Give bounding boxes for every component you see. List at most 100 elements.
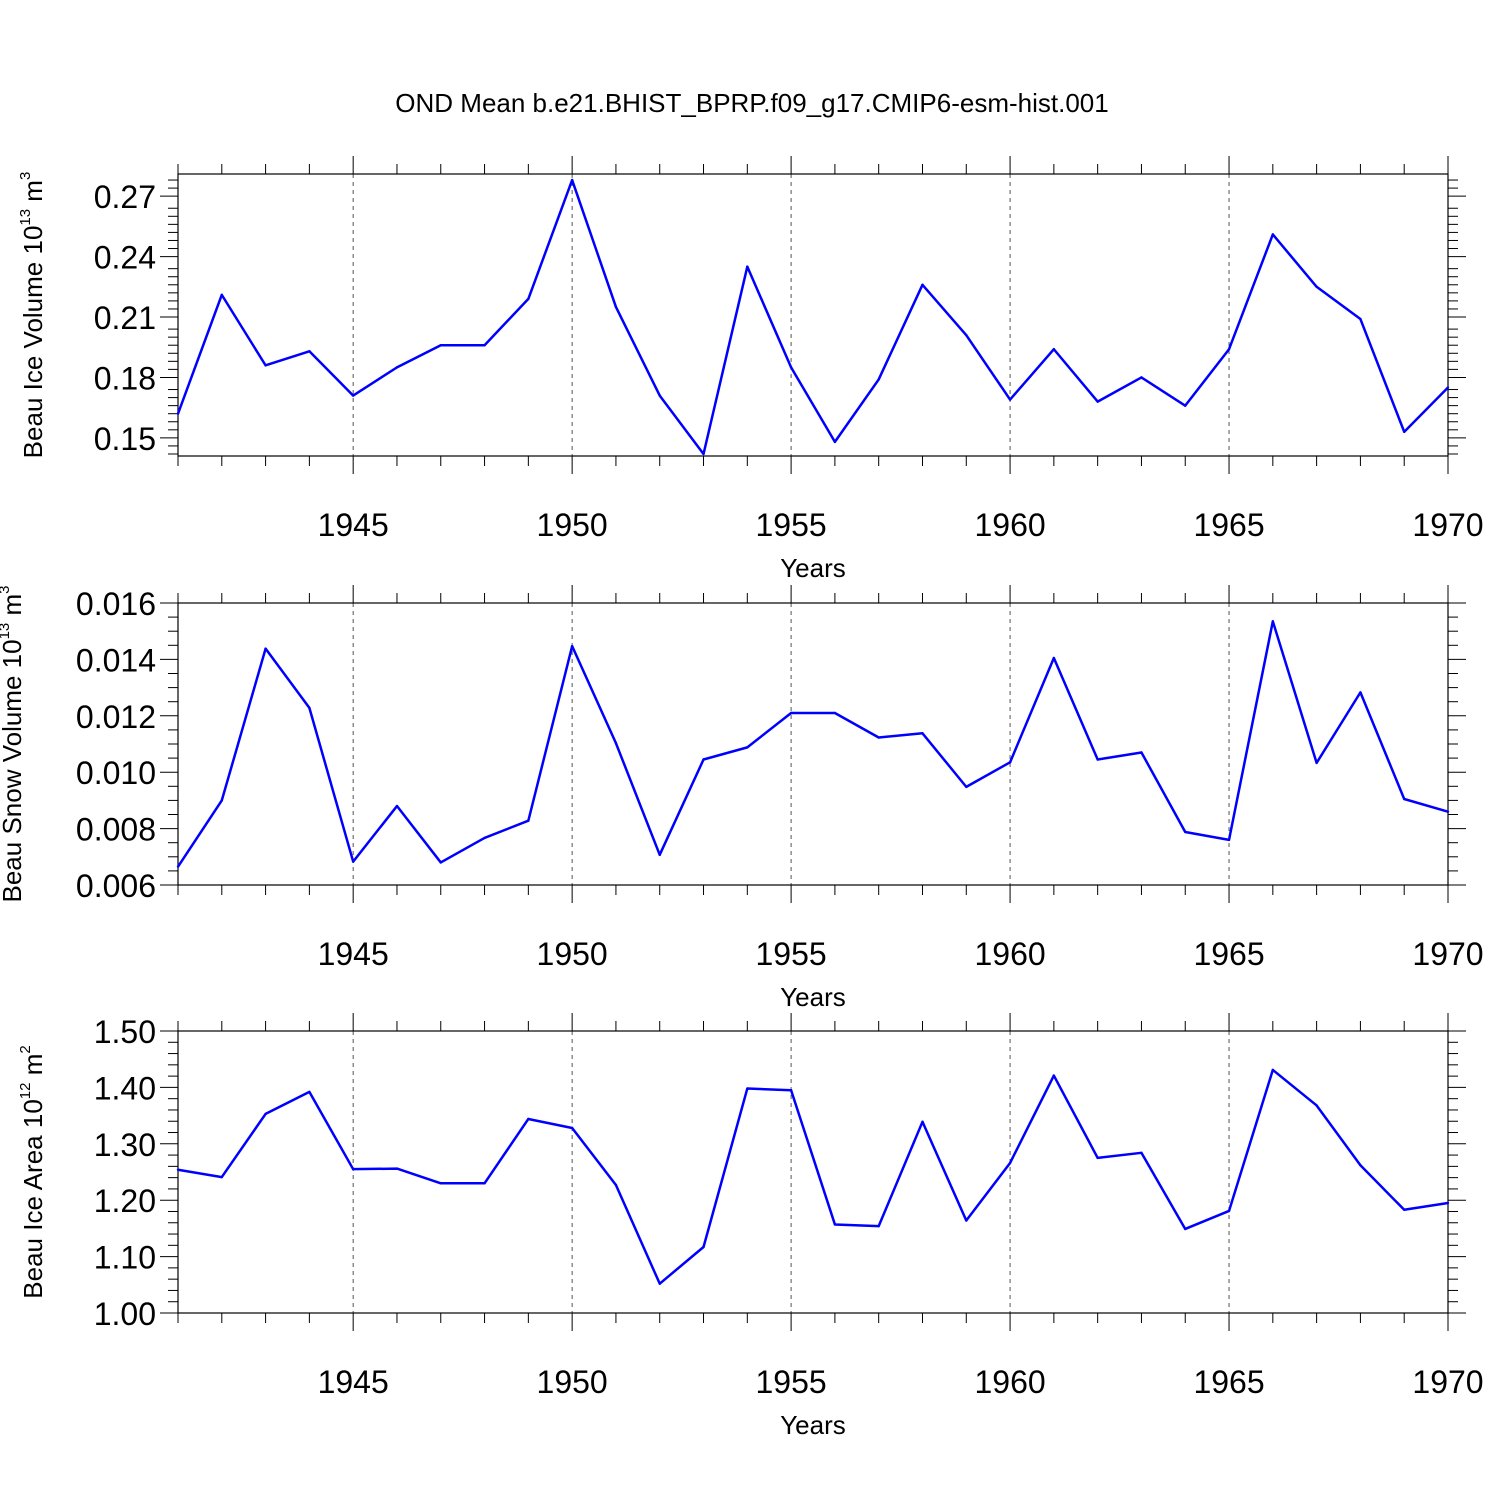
data-point (965, 1219, 968, 1222)
y-tick-label: 1.40 (94, 1070, 156, 1106)
data-point (1184, 1227, 1187, 1231)
data-point (527, 819, 530, 822)
panels: 0.15 0.18 0.21 0.24 0.27 1945 1950 1955 1960 1965… (0, 156, 1484, 1440)
data-point (527, 297, 530, 301)
y-tick-label: 1.50 (94, 1014, 156, 1050)
data-point (570, 1126, 574, 1130)
chart-title: OND Mean b.e21.BHIST_BPRP.f09_g17.CMIP6-… (395, 88, 1108, 118)
x-tick-label: 1955 (756, 507, 827, 543)
data-point (351, 1167, 355, 1171)
data-point (789, 1089, 793, 1092)
data-point (921, 283, 924, 286)
y-axis-label: Beau Snow Volume 1013 m3 (0, 586, 27, 903)
x-tick-label: 1950 (537, 1364, 608, 1400)
panel-1: 0.15 0.18 0.21 0.24 0.27 1945 1950 1955 1960 1965… (17, 156, 1484, 583)
data-point (1227, 1209, 1231, 1213)
series-line (176, 178, 1449, 456)
panel-3: 1.00 1.10 1.20 1.30 1.40 1.50 1945 1950 1955 1960… (17, 1013, 1484, 1440)
y-tick-label: 0.21 (94, 300, 156, 336)
data-point (1271, 620, 1275, 623)
data-point (746, 746, 749, 749)
x-tick-label: 1965 (1193, 1364, 1264, 1400)
x-tick-label: 1945 (318, 1364, 389, 1400)
y-tick-label: 1.10 (94, 1240, 156, 1276)
data-point (308, 350, 311, 353)
data-point (1403, 430, 1406, 434)
data-point (965, 785, 968, 789)
data-point (658, 394, 661, 397)
y-tick-label: 1.20 (94, 1183, 156, 1219)
data-point (439, 1182, 442, 1185)
y-tick-label: 0.010 (76, 755, 156, 791)
data-point (220, 799, 223, 802)
x-tick-label: 1970 (1412, 1364, 1483, 1400)
data-point (877, 736, 880, 739)
data-point (1403, 1208, 1406, 1211)
data-point (1052, 656, 1056, 660)
data-point (483, 836, 486, 840)
x-tick-label: 1950 (537, 507, 608, 543)
data-point (614, 1183, 618, 1187)
data-point (921, 732, 924, 735)
data-point (1140, 376, 1143, 379)
x-tick-label: 1945 (318, 507, 389, 543)
data-point (351, 394, 355, 397)
data-point (570, 178, 574, 182)
data-point (1096, 400, 1099, 403)
data-point (702, 452, 705, 456)
data-point (308, 1090, 311, 1094)
data-point (877, 1224, 880, 1228)
series-line (177, 1068, 1449, 1285)
data-point (176, 412, 180, 415)
data-point (308, 706, 311, 710)
x-axis-label: Years (780, 982, 846, 1012)
y-tick-label: 0.006 (76, 868, 156, 904)
data-point (483, 344, 486, 347)
data-point (1008, 398, 1012, 401)
data-point (176, 1168, 180, 1171)
x-tick-label: 1945 (318, 936, 389, 972)
x-tick-label: 1970 (1412, 936, 1483, 972)
data-point (264, 364, 267, 367)
data-point (1315, 1104, 1318, 1107)
data-point (1184, 404, 1187, 407)
data-point (1008, 761, 1012, 764)
y-tick-label: 0.15 (94, 421, 156, 457)
x-tick-label: 1970 (1412, 507, 1483, 543)
data-point (570, 644, 574, 648)
data-point (1096, 1156, 1099, 1160)
y-tick-label: 0.008 (76, 812, 156, 848)
y-tick-label: 0.24 (94, 240, 156, 276)
data-point (789, 366, 793, 369)
y-tick-label: 0.014 (76, 642, 156, 678)
data-point (1008, 1161, 1012, 1165)
x-tick-label: 1960 (974, 936, 1045, 972)
data-point (395, 804, 399, 808)
data-point (1359, 1164, 1362, 1167)
data-point (833, 1223, 837, 1226)
data-point (351, 860, 355, 863)
data-point (395, 1167, 399, 1170)
data-point (1096, 758, 1099, 761)
data-point (1140, 1151, 1143, 1155)
data-point (1315, 285, 1318, 288)
plot-frame (177, 173, 1449, 457)
data-point (527, 1117, 530, 1121)
data-point (614, 741, 618, 745)
data-point (1403, 797, 1406, 801)
data-point (702, 758, 705, 761)
data-point (1052, 1074, 1056, 1077)
y-tick-label: 0.18 (94, 360, 156, 396)
y-tick-label: 1.30 (94, 1127, 156, 1163)
data-point (1271, 233, 1275, 236)
plot-frame (177, 1030, 1449, 1314)
x-tick-label: 1965 (1193, 507, 1264, 543)
data-point (1446, 1201, 1450, 1205)
data-point (658, 853, 661, 857)
data-point (833, 440, 837, 444)
data-point (1227, 348, 1231, 351)
y-tick-label: 1.00 (94, 1296, 156, 1332)
y-tick-label: 0.016 (76, 586, 156, 622)
data-point (1359, 691, 1362, 694)
